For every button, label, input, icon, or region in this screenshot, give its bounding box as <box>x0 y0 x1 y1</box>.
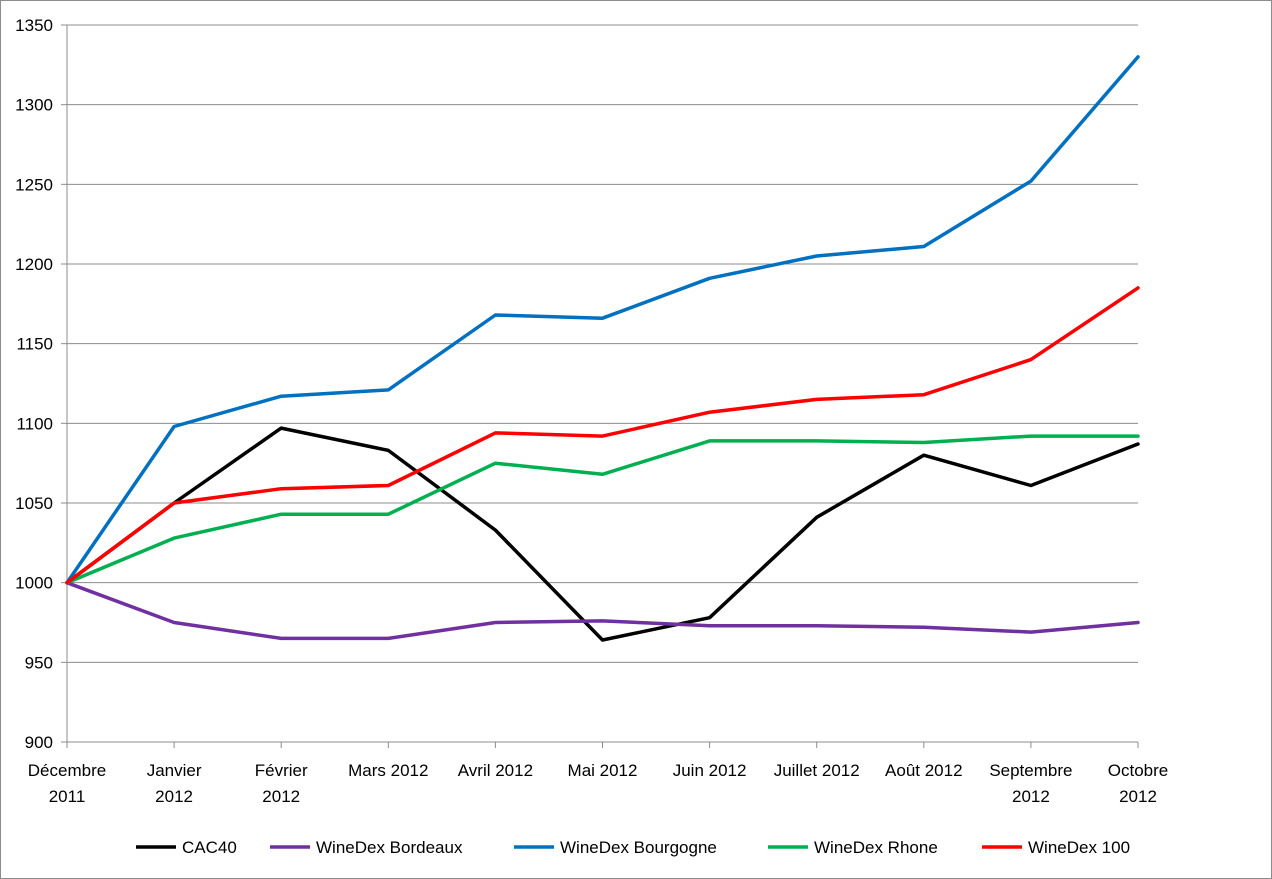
legend-label-winedex-bordeaux: WineDex Bordeaux <box>316 838 463 857</box>
x-tick-label: Avril 2012 <box>458 761 533 780</box>
y-tick-label: 1200 <box>15 255 53 274</box>
y-tick-label: 1300 <box>15 96 53 115</box>
series-line-winedex-bourgogne <box>65 55 1140 585</box>
x-tick-label: Février <box>255 761 308 780</box>
gridlines <box>67 24 1138 663</box>
series-lines <box>65 55 1140 642</box>
series-line-winedex-bordeaux <box>65 580 1140 641</box>
y-tick-label: 950 <box>25 653 53 672</box>
legend-label-winedex-bourgogne: WineDex Bourgogne <box>560 838 717 857</box>
x-tick-label: Janvier <box>147 761 202 780</box>
x-tick-label: Septembre <box>989 761 1072 780</box>
y-axis-ticks: 900 950 1000 1050 1100 1150 1200 1250 1300 1350 <box>15 16 67 752</box>
x-tick-label: Mars 2012 <box>348 761 428 780</box>
x-tick-label: 2012 <box>155 787 193 806</box>
x-tick-label: Juillet 2012 <box>774 761 860 780</box>
legend-label-winedex-100: WineDex 100 <box>1028 838 1130 857</box>
y-tick-label: 1000 <box>15 574 53 593</box>
x-axis-ticks: Décembre 2011 Janvier 2012 Février 2012 Mars 2… <box>28 742 1168 806</box>
x-tick-label: 2012 <box>1012 787 1050 806</box>
x-tick-label: Août 2012 <box>885 761 963 780</box>
legend-label-cac40: CAC40 <box>182 838 237 857</box>
y-tick-label: 1350 <box>15 16 53 35</box>
y-tick-label: 1100 <box>16 414 53 433</box>
series-line-winedex-rhone <box>65 434 1140 585</box>
series-line-cac40 <box>65 426 1140 642</box>
axes <box>66 25 1138 743</box>
y-tick-label: 1250 <box>15 175 53 194</box>
x-tick-label: Décembre <box>28 761 106 780</box>
y-tick-label: 900 <box>25 733 53 752</box>
x-tick-label: Juin 2012 <box>673 761 747 780</box>
x-tick-label: Mai 2012 <box>568 761 638 780</box>
x-tick-label: 2012 <box>1119 787 1157 806</box>
legend-label-winedex-rhone: WineDex Rhone <box>814 838 938 857</box>
x-tick-label: Octobre <box>1108 761 1168 780</box>
y-tick-label: 1050 <box>15 494 53 513</box>
legend: CAC40 WineDex Bordeaux WineDex Bourgogne Wi… <box>136 838 1130 857</box>
x-tick-label: 2011 <box>49 787 86 806</box>
y-tick-label: 1150 <box>16 335 53 354</box>
series-line-winedex-100 <box>65 286 1140 585</box>
x-tick-label: 2012 <box>262 787 300 806</box>
